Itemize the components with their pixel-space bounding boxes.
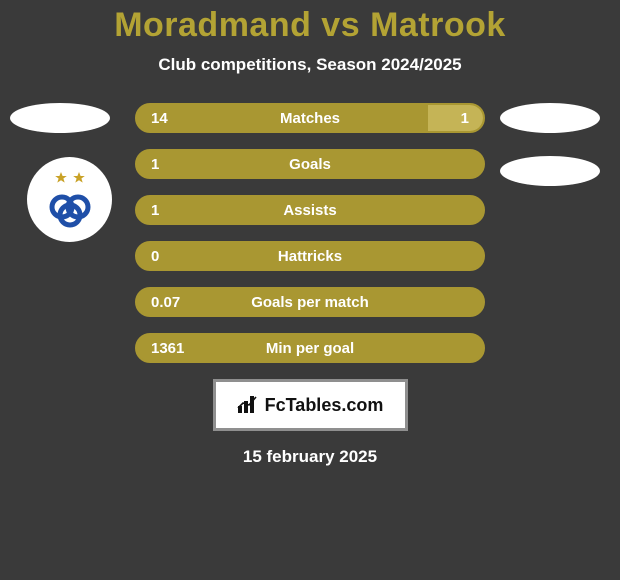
- stat-bar-left: [137, 151, 483, 177]
- stat-value-left: 1: [151, 151, 159, 177]
- club-right-badge: [500, 156, 600, 186]
- main-area: Matches141Goals1Assists1Hattricks0Goals …: [0, 103, 620, 363]
- stat-bar-left: [137, 105, 428, 131]
- stat-value-left: 0: [151, 243, 159, 269]
- stat-row: Min per goal1361: [135, 333, 485, 363]
- player-left-badge: [10, 103, 110, 133]
- stat-value-left: 0.07: [151, 289, 180, 315]
- stat-row: Assists1: [135, 195, 485, 225]
- brand-box: FcTables.com: [213, 379, 408, 431]
- stat-value-left: 14: [151, 105, 168, 131]
- page-subtitle: Club competitions, Season 2024/2025: [0, 55, 620, 75]
- bar-chart-icon: [237, 396, 259, 414]
- stat-row: Goals1: [135, 149, 485, 179]
- stat-value-left: 1: [151, 197, 159, 223]
- stat-value-left: 1361: [151, 335, 184, 361]
- stat-bar-left: [137, 289, 483, 315]
- stat-row: Hattricks0: [135, 241, 485, 271]
- stat-bar-right: [428, 105, 483, 131]
- stat-bar-left: [137, 243, 483, 269]
- stat-bar-left: [137, 335, 483, 361]
- club-left-badge: [27, 157, 112, 242]
- stat-value-right: 1: [461, 105, 469, 131]
- date-text: 15 february 2025: [0, 447, 620, 467]
- comparison-infographic: Moradmand vs Matrook Club competitions, …: [0, 0, 620, 580]
- page-title: Moradmand vs Matrook: [0, 0, 620, 45]
- stat-row: Matches141: [135, 103, 485, 133]
- player-right-badge: [500, 103, 600, 133]
- stat-bar-left: [137, 197, 483, 223]
- club-left-logo-icon: [35, 165, 105, 235]
- stats-list: Matches141Goals1Assists1Hattricks0Goals …: [135, 103, 485, 363]
- stat-row: Goals per match0.07: [135, 287, 485, 317]
- brand-text: FcTables.com: [265, 395, 384, 416]
